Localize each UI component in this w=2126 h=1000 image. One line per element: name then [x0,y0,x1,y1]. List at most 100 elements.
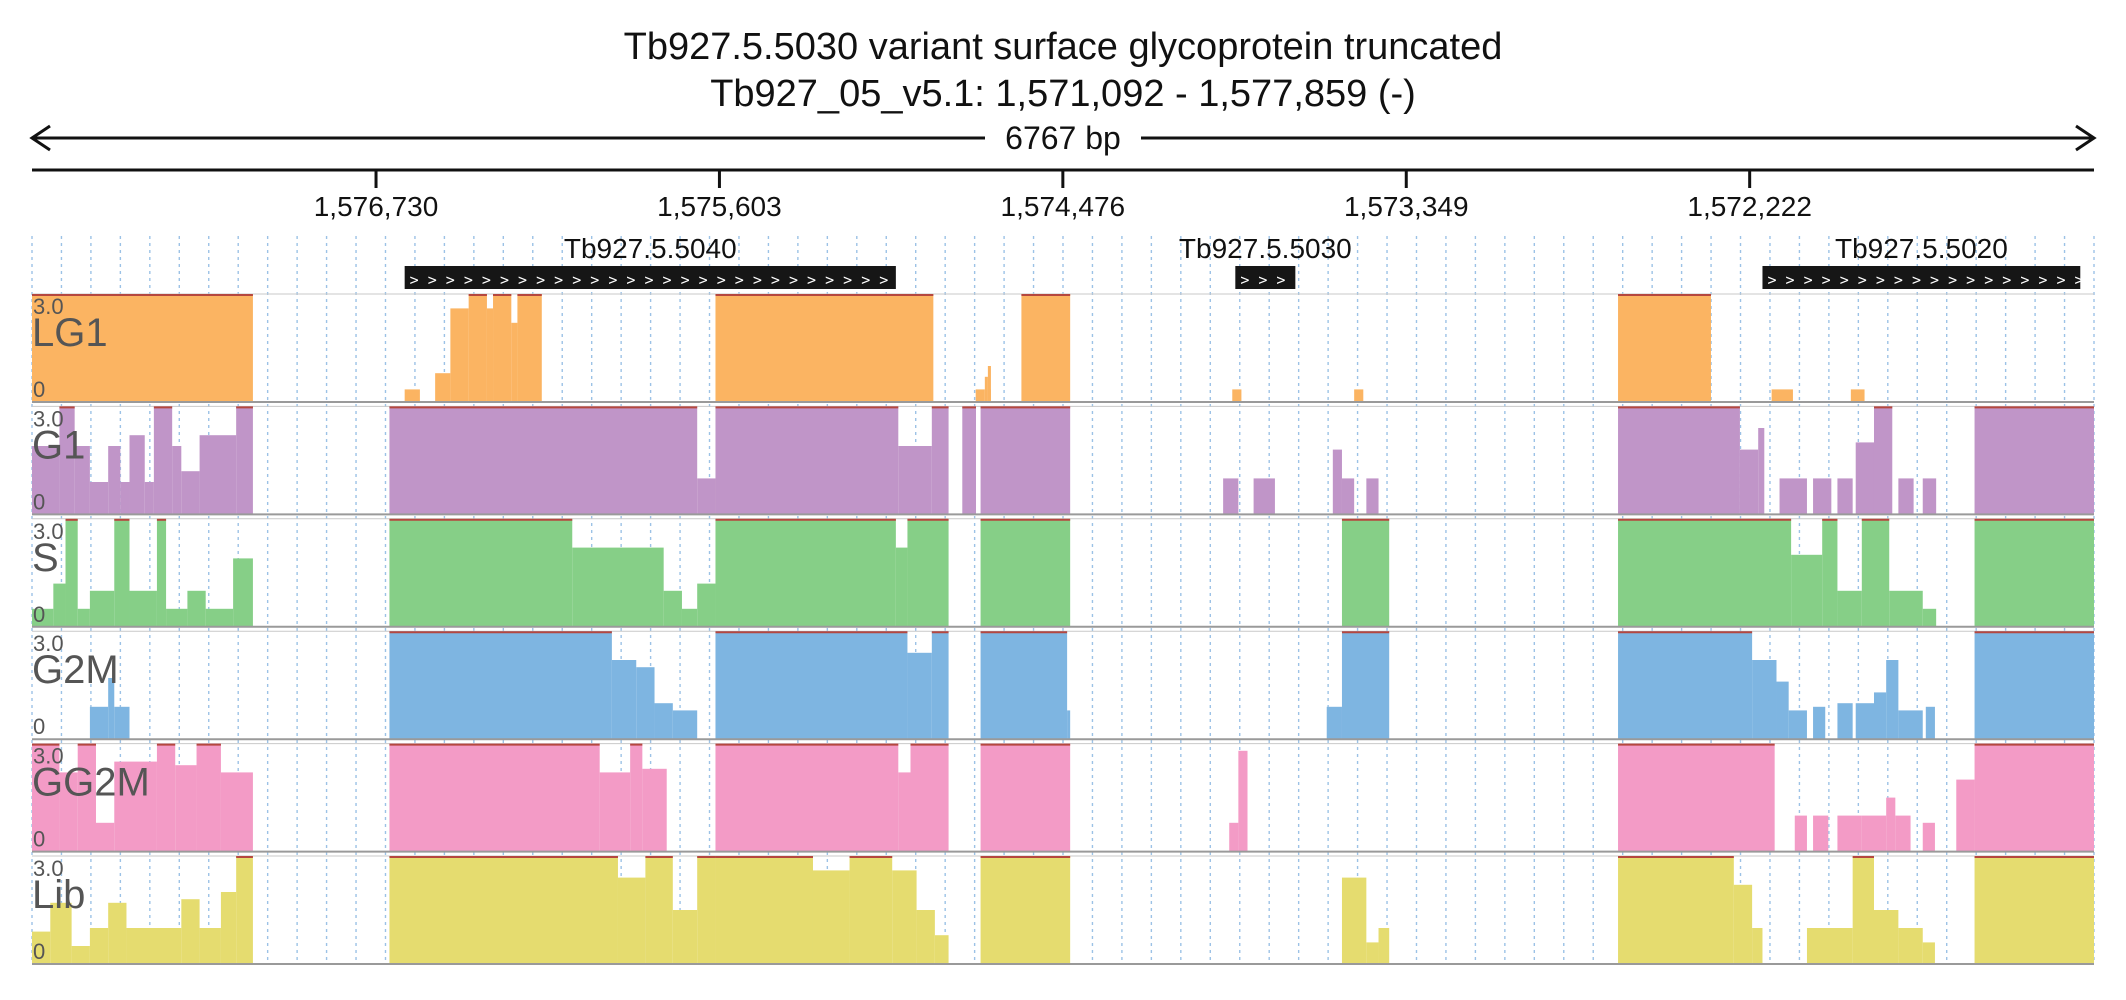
coverage-bar [697,478,716,515]
header: Tb927.5.5030 variant surface glycoprotei… [624,26,1503,115]
span-indicator: 6767 bp [29,120,2097,156]
coverage-bar [65,518,78,627]
track-min-label: 0 [33,602,45,627]
coverage-bar [1067,710,1071,740]
coverage-bar [77,743,96,852]
coverage-bar [187,590,206,627]
gene-bar[interactable] [1235,266,1296,289]
coverage-bar [1238,750,1248,852]
coverage-bar [663,590,682,627]
coverage-bar [71,946,90,964]
coverage-bar [89,482,109,515]
coverage-bar [114,518,130,627]
coverage-bar [181,899,200,964]
coverage-bar [74,446,90,515]
coverage-bar [1974,631,2094,740]
ruler-ticks: 1,576,730 1,575,603 1,574,476 1,573,349 1,57… [314,170,1812,222]
track-g1: 3.0 0 G1 [32,405,2094,516]
coverage-bar [1813,815,1829,852]
coverage-bar [617,877,646,964]
coverage-bar [1326,706,1342,740]
coverage-bar [32,608,54,627]
coverage-bar [812,870,850,964]
coverage-bar [1771,389,1793,402]
gene-feature[interactable]: > > > Tb927.5.5030 [1179,233,1352,289]
coverage-bar [1618,631,1753,740]
gene-label: Tb927.5.5020 [1835,233,2008,264]
coverage-bar [114,761,157,852]
coverage-bar [1618,743,1775,852]
coverage-bar [1922,822,1935,852]
track-name: S [32,536,59,580]
track-max-label: 3.0 [33,631,64,656]
coverage-bar [1813,706,1826,740]
coverage-bar [1733,884,1753,964]
coverage-bar [1618,518,1792,627]
coverage-bar [630,743,643,852]
tick-label: 1,574,476 [1001,191,1126,222]
coverage-bar [1779,478,1807,515]
coverage-bar [895,547,908,627]
coverage-bar [1366,478,1379,515]
coverage-bar [1898,928,1923,964]
gene-feature[interactable]: > > > > > > > > > > > > > > > > > > > > … [1762,233,2126,289]
coverage-bar [89,928,109,964]
coverage-bar [175,765,197,852]
gene-bar[interactable] [404,266,896,289]
coverage-bar [1618,406,1740,515]
coverage-bar [205,608,234,627]
gene-label: Tb927.5.5030 [1179,233,1352,264]
coverage-bar [1852,856,1874,964]
coverage-bar [156,743,176,852]
gene-annotations: > > > > > > > > > > > > > > > > > > > > … [404,233,2126,289]
coverage-bar [697,583,716,627]
coverage-bar [654,703,673,740]
coverage-bar [645,856,673,964]
track-s: 3.0 0 S [32,518,2094,628]
coverage-bar [89,706,109,740]
coverage-bar [898,772,911,852]
coverage-bar [1850,389,1865,402]
coverage-bar [1378,928,1390,964]
coverage-bar [166,608,188,627]
coverage-bar [435,373,451,402]
coverage-bar [1788,710,1807,740]
coverage-bar [934,935,949,964]
coverage-bar [220,892,237,964]
coverage-bar [1922,608,1937,627]
track-name: LG1 [32,311,108,355]
coverage-bar [681,608,698,627]
gene-bar[interactable] [1762,266,2081,289]
coverage-bar [910,743,949,852]
coverage-bar [849,856,893,964]
coverage-bar [1861,815,1887,852]
coverage-bar [1794,815,1807,852]
coverage-bar [611,660,637,740]
coverage-bar [1021,294,1071,402]
track-max-label: 3.0 [33,294,64,319]
coverage-bar [1873,406,1893,515]
coverage-bar [129,590,157,627]
coverage-bar [1895,815,1911,852]
track-min-label: 0 [33,377,45,402]
tick-label: 1,575,603 [657,191,782,222]
coverage-bar [220,772,253,852]
coverage-bar [120,482,130,515]
coverage-bar [715,406,899,515]
coverage-bar [1791,554,1823,627]
track-name: GG2M [32,761,150,805]
coverage-bar [1223,478,1239,515]
coverage-bar [1739,449,1759,515]
track-g2m: 3.0 0 G2M [32,630,2094,741]
coverage-bar [1253,478,1275,515]
coverage-bar [1873,910,1899,964]
coverage-bar [50,902,72,964]
coverage-bar [89,590,115,627]
coverage-bar [975,389,985,402]
tick-label: 1,572,222 [1687,191,1812,222]
coverage-bar [404,389,420,402]
gene-feature[interactable]: > > > > > > > > > > > > > > > > > > > > … [404,233,961,289]
coverage-bar [1776,681,1789,740]
coverage-bar [931,406,949,515]
coverage-bar [642,768,667,852]
